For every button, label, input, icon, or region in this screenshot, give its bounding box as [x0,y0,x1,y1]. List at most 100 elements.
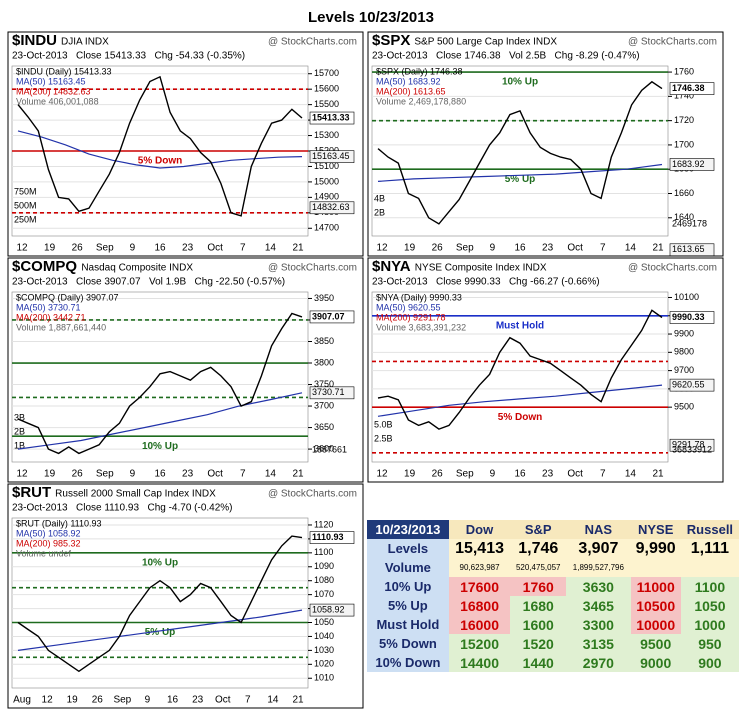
price-tag-box [669,243,715,257]
y-tick-label: 1740 [674,91,694,101]
watermark: @ StockCharts.com [268,489,357,500]
x-tick-label: 21 [292,695,304,706]
table-row: 5% Up 16800 1680 3465 10500 1050 [367,596,739,615]
x-tick-label: 9 [130,469,136,480]
symbol: $COMPQ [12,258,77,275]
table-cell: 10500 [630,596,681,615]
y-tick-label: 9800 [674,347,694,357]
x-tick-label: 9 [145,695,151,706]
x-tick-label: 7 [600,469,606,480]
y-tick-label: 15600 [314,84,339,94]
table-row: Volume 90,623,987 520,475,057 1,899,527,796 [367,558,739,577]
x-tick-label: 16 [514,243,526,254]
y-tick-label: 1640 [674,212,694,222]
table-cell: Volume [367,558,449,577]
legend-entry: MA(200) 985.32 [16,538,81,548]
x-tick-label: 21 [292,243,304,254]
ma50-line [377,384,663,417]
index-name: DJIA INDX [61,37,109,48]
table-cell: 10% Down [367,653,449,672]
table-cell: 3,907 [566,539,631,558]
watermark: @ StockCharts.com [268,263,357,274]
x-tick-label: 16 [167,695,179,706]
levels-table: 10/23/2013 Dow S&P NAS NYSE Russell Levels 15,4… [367,520,739,672]
legend-entry: $RUT (Daily) 1110.93 [16,518,102,528]
x-tick-label: 23 [182,469,194,480]
x-tick-label: 12 [42,695,54,706]
legend-entry: Volume 406,001,088 [16,96,99,106]
x-tick-label: Oct [215,695,231,706]
x-tick-label: Sep [96,469,114,480]
volume-label: 4B [374,193,385,203]
level-label: 10% Up [142,441,178,452]
close-line [17,75,303,217]
table-cell: 10% Up [367,577,449,596]
x-tick-label: 12 [376,469,388,480]
y-tick-label: 1030 [314,645,334,655]
legend-entry: $INDU (Daily) 15413.33 [16,66,112,76]
price-tag: 1683.92 [672,159,705,169]
x-tick-label: 26 [432,469,444,480]
symbol: $NYA [372,258,411,275]
legend-entry: MA(50) 1683.92 [376,76,441,86]
y-tick-label: 1100 [314,547,333,557]
volume-label: 2.5B [374,433,393,443]
x-tick-label: 12 [376,243,388,254]
ma50-line [17,609,303,651]
y-tick-label: 1070 [314,589,334,599]
info: 23-Oct-2013 [372,277,428,288]
y-tick-label: 15700 [314,68,339,78]
y-tick-label: 3850 [314,336,334,346]
x-tick-label: 19 [67,695,79,706]
index-name: S&P 500 Large Cap Index INDX [414,37,557,48]
volume-label: 5.0B [374,419,393,429]
table-cell: Levels [367,539,449,558]
close-line [17,312,303,455]
info: 23-Oct-2013 [12,503,68,514]
table-cell: 1,111 [680,539,739,558]
legend-entry: $COMPQ (Daily) 3907.07 [16,292,119,302]
table-cell: NYSE [630,520,681,539]
x-tick-label: 21 [652,243,664,254]
legend-entry: $NYA (Daily) 9990.33 [376,292,462,302]
x-tick-label: 7 [240,469,246,480]
level-label: 10% Up [142,557,178,568]
price-tag-box [309,386,355,400]
info: 23-Oct-2013 [12,277,68,288]
x-tick-label: 12 [16,469,28,480]
table-cell: 3135 [566,634,631,653]
legend-entry: MA(50) 9620.55 [376,302,441,312]
y-tick-label: 1080 [314,575,334,585]
y-tick-label: 1120 [314,519,333,529]
level-label: 10% Up [502,77,538,88]
y-tick-label: 1720 [674,115,694,125]
info: Vol 2.5B [509,51,547,62]
x-tick-label: 19 [404,243,416,254]
y-tick-label: 3950 [314,293,334,303]
table-cell: 14400 [448,653,511,672]
legend-entry: $SPX (Daily) 1746.38 [376,66,463,76]
x-tick-label: 7 [600,243,606,254]
x-tick-label: Sep [96,243,114,254]
price-tag-box [309,150,355,163]
table-cell: 15,413 [448,539,511,558]
table-cell: 1760 [510,577,567,596]
legend-entry: Volume undef [16,548,72,558]
x-tick-label: 9 [130,243,136,254]
symbol: $INDU [12,32,57,49]
table-cell: 2970 [566,653,631,672]
price-tag: 15413.33 [312,112,350,122]
index-name: Nasdaq Composite INDX [81,263,193,274]
x-tick-label: 23 [192,695,204,706]
price-tag-box [669,438,715,452]
x-tick-label: Sep [456,243,474,254]
price-tag: 9620.55 [672,380,705,390]
legend-entry: MA(200) 3442.71 [16,312,86,322]
table-cell: 1000 [680,615,739,634]
table-cell: 15200 [448,634,511,653]
table-cell: 9500 [630,634,681,653]
table-row: 10/23/2013 Dow S&P NAS NYSE Russell [367,520,739,539]
price-tag: 9291.78 [672,440,705,450]
x-tick-label: 14 [625,243,637,254]
